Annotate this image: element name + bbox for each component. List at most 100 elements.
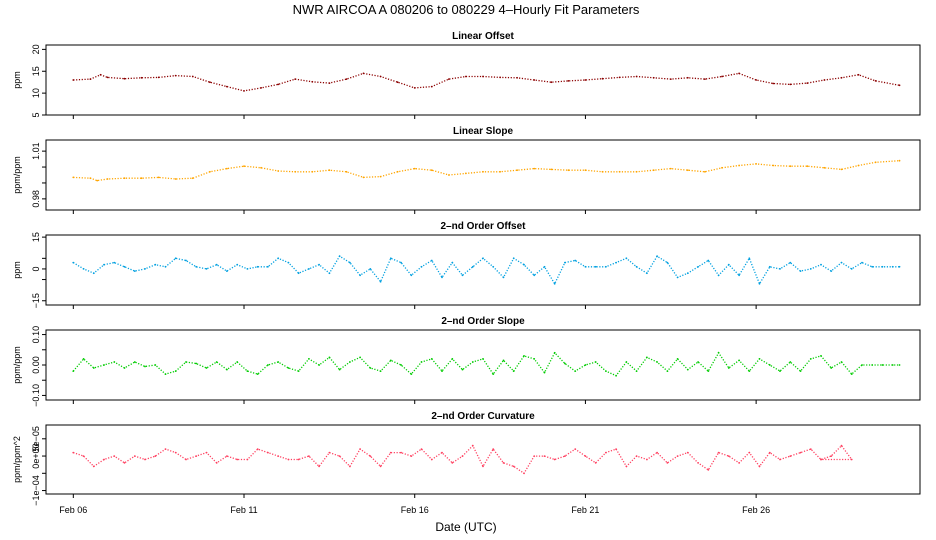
y-tick-label: 0.00 (31, 356, 41, 374)
y-tick-label: 20 (31, 44, 41, 54)
data-point (809, 448, 812, 450)
panel-title: 2–nd Order Curvature (431, 411, 535, 422)
data-point (362, 72, 365, 75)
series-line (72, 255, 900, 286)
data-point (605, 451, 607, 454)
data-point (584, 265, 587, 268)
data-point (451, 462, 454, 464)
data-point (625, 361, 628, 363)
data-point (349, 261, 351, 264)
data-point (92, 272, 95, 275)
data-point (727, 263, 730, 266)
data-point (635, 370, 638, 372)
data-point (328, 272, 331, 275)
data-point (594, 462, 597, 464)
data-point (721, 75, 723, 78)
data-point (594, 361, 597, 363)
data-point (652, 76, 655, 79)
data-point (820, 263, 822, 266)
data-point (482, 257, 484, 260)
data-point (133, 270, 136, 272)
data-point (727, 367, 730, 369)
data-point (297, 370, 300, 372)
data-point (328, 169, 331, 172)
data-point (512, 465, 515, 468)
data-point (164, 265, 167, 268)
data-point (830, 455, 833, 457)
data-point (738, 274, 740, 277)
data-point (297, 272, 300, 275)
data-point (768, 265, 771, 268)
data-point (430, 458, 433, 461)
panel-1: Linear Offset ppm 5 10 15 20 (12, 31, 921, 119)
panel-2: Linear Slope ppm/ppm 0.98 1.01 (12, 126, 921, 214)
data-point (113, 455, 116, 457)
y-tick-label: 5 (31, 112, 41, 117)
data-point (789, 455, 792, 457)
data-point (441, 370, 443, 372)
data-point (236, 458, 239, 461)
data-point (267, 265, 269, 268)
data-point (840, 261, 843, 264)
data-point (413, 87, 416, 89)
data-point (191, 75, 194, 78)
data-point (99, 73, 102, 76)
data-point (277, 170, 280, 172)
data-point (891, 265, 894, 268)
y-tick-label: 15 (31, 232, 41, 242)
x-tick-label: Feb 16 (401, 505, 429, 515)
data-point (195, 362, 198, 365)
data-point (195, 265, 198, 268)
plot-frame (45, 424, 921, 495)
data-point (157, 176, 160, 179)
data-point (840, 361, 843, 363)
data-point (72, 176, 75, 179)
data-point (144, 458, 146, 461)
data-point (379, 175, 382, 178)
data-point (666, 462, 669, 464)
data-point (448, 174, 450, 176)
data-point (410, 373, 413, 375)
panel-3: 2–nd Order Offset ppm −15 0 15 (12, 221, 921, 309)
data-point (246, 370, 249, 372)
data-point (806, 165, 809, 168)
data-point (646, 458, 648, 461)
panel-title: 2–nd Order Slope (441, 316, 525, 327)
data-point (898, 84, 901, 87)
data-point (420, 361, 423, 363)
data-point (898, 265, 901, 268)
data-point (318, 263, 320, 266)
data-point (512, 257, 515, 260)
data-point (676, 455, 679, 457)
data-point (243, 165, 245, 168)
data-point (471, 265, 474, 268)
data-point (123, 462, 126, 464)
data-point (287, 261, 290, 264)
data-point (246, 458, 249, 461)
data-point (502, 276, 505, 279)
data-point (721, 166, 723, 169)
data-point (543, 265, 546, 268)
data-point (157, 76, 160, 79)
data-point (103, 263, 105, 266)
y-tick-label: −15 (31, 293, 41, 308)
data-point (277, 455, 280, 457)
data-point (707, 259, 710, 262)
data-point (297, 458, 300, 461)
data-point (789, 261, 792, 264)
data-point (533, 455, 536, 457)
data-point (830, 270, 833, 272)
data-point (164, 448, 167, 450)
data-point (553, 458, 556, 461)
series-line (73, 72, 900, 92)
data-point (140, 177, 143, 180)
data-point (328, 82, 331, 84)
data-point (707, 370, 710, 372)
data-point (768, 451, 771, 454)
data-point (379, 465, 382, 468)
data-point (400, 364, 402, 366)
plot-frame (45, 329, 921, 401)
data-point (328, 451, 331, 454)
panels: Linear Offset ppm 5 10 15 20 Linear Slope ppm/p… (12, 31, 921, 506)
data-point (226, 368, 228, 371)
